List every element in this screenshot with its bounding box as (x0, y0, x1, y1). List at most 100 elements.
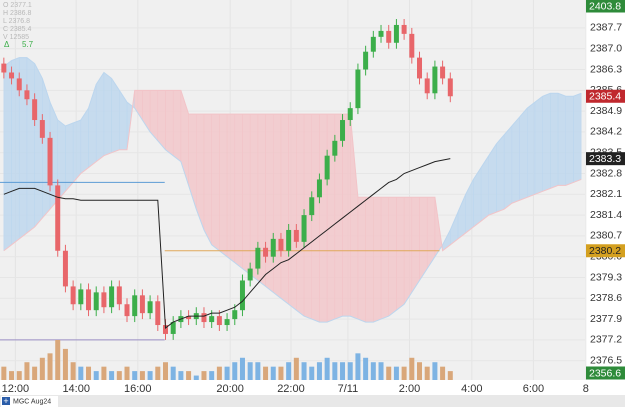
candle-body (370, 36, 376, 52)
candle-body (24, 90, 30, 100)
volume-bar (124, 366, 130, 380)
volume-bar (263, 366, 269, 380)
volume-bar (355, 353, 361, 380)
cloud-segment (103, 71, 112, 157)
cloud-segment (3, 60, 12, 252)
symbol-label: MGC Aug24 (13, 398, 51, 405)
volume-bar (224, 366, 230, 380)
volume-bar (432, 362, 438, 380)
volume-bar (39, 357, 45, 380)
cloud-segment (557, 92, 567, 186)
candle-body (62, 250, 68, 287)
price-tag-label: 2356.6 (589, 367, 621, 379)
y-tick-label: 2379.3 (590, 271, 622, 283)
candle-body (186, 316, 192, 320)
candle-body (9, 72, 15, 79)
cloud-segment (365, 197, 374, 323)
volume-bar (24, 362, 30, 380)
candle-body (147, 301, 153, 314)
y-tick-label: 2376.5 (590, 354, 622, 366)
cloud-segment (95, 71, 105, 163)
volume-bar (86, 366, 92, 380)
volume-bar (393, 366, 399, 380)
volume-bar (47, 353, 53, 380)
cloud-segment (496, 134, 505, 213)
y-tick-label: 2382.8 (590, 167, 622, 179)
volume-bar (55, 340, 61, 380)
symbol-tab[interactable] (1, 396, 58, 407)
candle-body (355, 69, 361, 109)
volume-bar (347, 362, 353, 380)
candle-body (278, 238, 284, 251)
volume-bar (270, 366, 276, 380)
candle-body (155, 301, 161, 326)
candle-body (309, 197, 315, 216)
candle-body (363, 51, 369, 70)
y-tick-label: 2380.7 (590, 230, 622, 242)
volume-bar (378, 362, 384, 380)
cloud-segment (172, 90, 182, 163)
volume-bar (155, 366, 161, 380)
y-tick-label: 2377.9 (590, 313, 622, 325)
candle-body (1, 63, 7, 73)
candle-body (286, 229, 292, 251)
volume-bar (286, 362, 292, 380)
cloud-segment (565, 96, 574, 186)
x-tick-label: 7/11 (338, 383, 359, 395)
volume-bar (363, 357, 369, 380)
cloud-segment (411, 197, 420, 294)
ohlc-info: H 2386.8 (3, 10, 32, 17)
cloud-segment (550, 93, 559, 189)
volume-bar (255, 362, 261, 380)
candle-body (224, 319, 230, 326)
volume-bar (201, 371, 207, 380)
time-axis-background (0, 380, 625, 395)
volume-bar (239, 357, 245, 380)
candle-body (101, 292, 107, 308)
ohlc-info: O 2377.1 (3, 2, 32, 9)
cloud-segment (65, 122, 74, 193)
moving-average (3, 158, 451, 329)
volume-bar (193, 375, 199, 380)
candle-body (116, 286, 122, 305)
candle-body (124, 304, 130, 317)
tab-icon (2, 397, 10, 405)
cloud-segment (396, 197, 405, 311)
cloud-segment (211, 113, 220, 252)
x-tick-label: 16:00 (124, 383, 152, 395)
candle-body (263, 247, 269, 257)
candle-body (239, 280, 245, 311)
volume-bar (32, 366, 38, 380)
volume-bar (293, 357, 299, 380)
x-tick-label: 20:00 (216, 383, 244, 395)
y-tick-label: 2384.2 (590, 126, 622, 138)
candle-body (109, 286, 115, 308)
volume-bar (309, 366, 315, 380)
volume-bar (132, 371, 138, 380)
volume-bar (232, 362, 238, 380)
price-tag-label: 2403.8 (589, 0, 621, 12)
candle-body (417, 57, 423, 79)
candle-body (55, 185, 61, 251)
ohlc-info: L 2376.8 (3, 18, 30, 25)
volume-bar (147, 371, 153, 380)
volume-bar (162, 362, 168, 380)
volume-bar (9, 371, 15, 380)
volume-bar (424, 366, 430, 380)
candle-body (347, 108, 353, 121)
volume-bar (16, 371, 22, 380)
candle-body (139, 295, 145, 314)
candle-body (209, 316, 215, 323)
tab-icon-plus: + (3, 396, 8, 406)
candle-body (432, 66, 438, 94)
volume-bar (93, 371, 99, 380)
cloud-segment (203, 113, 212, 245)
candle-body (324, 155, 330, 180)
volume-bar (170, 366, 176, 380)
cloud-segment (165, 90, 174, 157)
volume-bar (78, 366, 84, 380)
y-tick-label: 2381.4 (590, 209, 622, 221)
volume-bar (324, 357, 330, 380)
x-tick-label: 8 (583, 383, 589, 395)
